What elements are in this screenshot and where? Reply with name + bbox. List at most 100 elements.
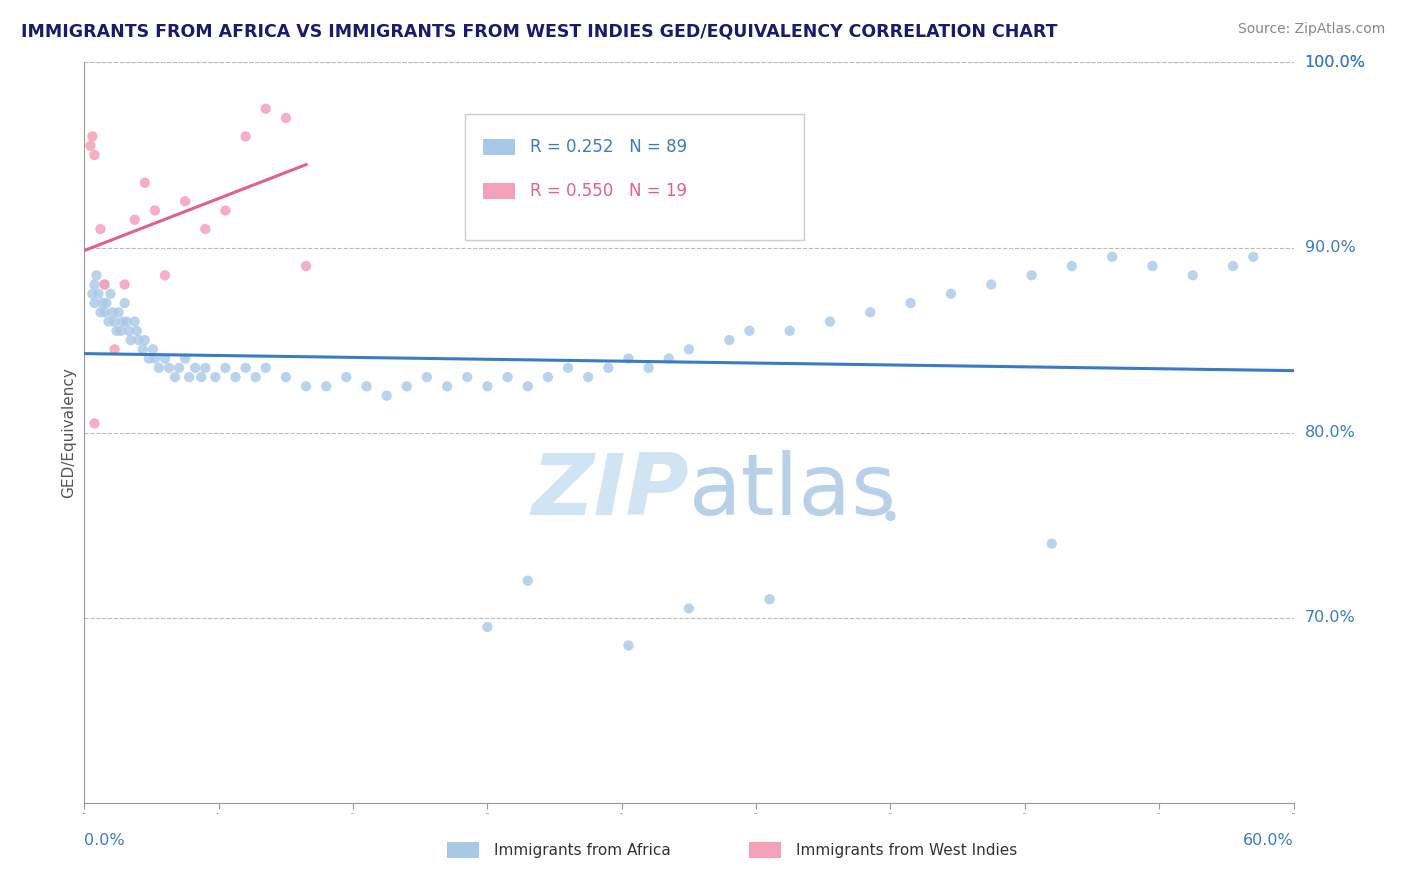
Point [105, 324, 128, 338]
Point [658, 351, 681, 366]
Bar [749, 842, 782, 858]
Text: 100.0%: 100.0% [1305, 55, 1365, 70]
Point [254, 360, 277, 375]
Point [89, 222, 111, 236]
Point [82, 129, 104, 144]
Point [114, 296, 136, 310]
Point [153, 351, 176, 366]
Point [125, 324, 148, 338]
Point [111, 314, 134, 328]
Point [274, 370, 297, 384]
Point [132, 343, 155, 357]
Point [1222, 259, 1244, 273]
Text: 90.0%: 90.0% [1305, 240, 1355, 255]
Point [110, 324, 132, 338]
Point [153, 268, 176, 283]
Point [97, 314, 120, 328]
Point [980, 277, 1002, 292]
Point [104, 314, 127, 328]
Point [174, 194, 197, 209]
Point [1021, 268, 1043, 283]
Point [194, 222, 217, 236]
Point [148, 360, 170, 375]
Point [174, 351, 197, 366]
Point [416, 370, 439, 384]
Point [1101, 250, 1123, 264]
Point [315, 379, 337, 393]
Point [477, 620, 499, 634]
Point [1181, 268, 1204, 283]
Point [118, 324, 141, 338]
Point [516, 379, 538, 393]
Point [617, 639, 640, 653]
Point [617, 351, 640, 366]
Bar [447, 842, 479, 858]
Bar [484, 183, 516, 200]
Point [496, 370, 519, 384]
Point [598, 360, 620, 375]
Text: atlas: atlas [689, 450, 897, 533]
Point [194, 360, 217, 375]
Point [120, 333, 142, 347]
Point [678, 601, 700, 615]
Point [165, 370, 187, 384]
Point [225, 370, 247, 384]
Bar [465, 114, 804, 240]
Text: ZIP: ZIP [531, 450, 689, 533]
Text: Source: ZipAtlas.com: Source: ZipAtlas.com [1237, 22, 1385, 37]
Point [235, 360, 257, 375]
Point [879, 508, 901, 523]
Point [86, 268, 108, 283]
Point [107, 305, 129, 319]
Point [718, 333, 741, 347]
Point [124, 314, 146, 328]
Point [83, 296, 105, 310]
Point [83, 148, 105, 162]
Point [637, 360, 659, 375]
Text: R = 0.252   N = 89: R = 0.252 N = 89 [530, 138, 688, 156]
Point [114, 277, 136, 292]
Point [128, 333, 150, 347]
Text: IMMIGRANTS FROM AFRICA VS IMMIGRANTS FROM WEST INDIES GED/EQUIVALENCY CORRELATIO: IMMIGRANTS FROM AFRICA VS IMMIGRANTS FRO… [21, 22, 1057, 40]
Point [143, 203, 166, 218]
Point [1241, 250, 1264, 264]
Text: 60.0%: 60.0% [1243, 833, 1294, 848]
Point [818, 314, 841, 328]
Bar [484, 138, 516, 155]
Y-axis label: GED/Equivalency: GED/Equivalency [60, 368, 76, 498]
Text: 0.0%: 0.0% [84, 833, 125, 848]
Point [142, 343, 165, 357]
Point [235, 129, 257, 144]
Point [576, 370, 599, 384]
Point [375, 389, 398, 403]
Point [96, 296, 118, 310]
Point [1142, 259, 1164, 273]
Point [83, 417, 105, 431]
Point [167, 360, 190, 375]
Point [1060, 259, 1083, 273]
Text: 70.0%: 70.0% [1305, 610, 1355, 625]
Point [356, 379, 378, 393]
Point [295, 259, 318, 273]
Point [436, 379, 458, 393]
Point [214, 360, 236, 375]
Point [124, 212, 146, 227]
Point [138, 351, 160, 366]
Point [83, 277, 105, 292]
Point [93, 277, 115, 292]
Point [115, 314, 138, 328]
Point [900, 296, 922, 310]
Text: Immigrants from West Indies: Immigrants from West Indies [796, 843, 1017, 858]
Point [89, 305, 111, 319]
Point [678, 343, 700, 357]
Text: 80.0%: 80.0% [1305, 425, 1355, 440]
Point [93, 305, 115, 319]
Point [157, 360, 180, 375]
Point [537, 370, 560, 384]
Point [100, 286, 122, 301]
Point [557, 360, 579, 375]
Point [939, 286, 962, 301]
Point [395, 379, 418, 393]
Point [104, 343, 127, 357]
Point [274, 111, 297, 125]
